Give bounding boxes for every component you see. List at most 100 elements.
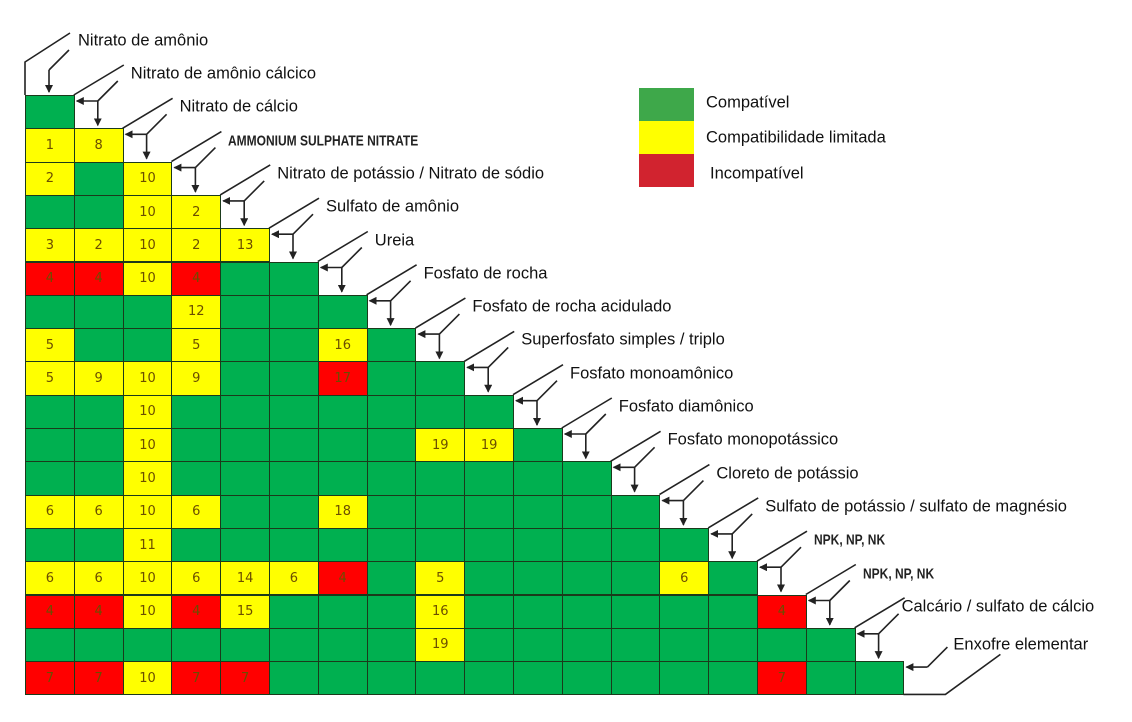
leader-line-17 xyxy=(854,597,906,629)
cell-r11-c7 xyxy=(366,461,417,496)
cell-r9-c5 xyxy=(269,394,319,429)
cell-r1-c1: 8 xyxy=(73,128,124,163)
arrow-tick-2 xyxy=(146,113,168,135)
cell-r6-c5 xyxy=(269,294,319,330)
leader-line-12 xyxy=(610,430,662,462)
cell-r17-c13 xyxy=(659,661,710,696)
cell-r17-c3: 7 xyxy=(171,661,222,696)
cell-r4-c4: 13 xyxy=(220,228,270,263)
cell-r3-c1 xyxy=(73,194,124,230)
cell-r11-c6 xyxy=(317,461,368,496)
cell-r12-c11 xyxy=(561,494,612,529)
cell-r10-c0 xyxy=(25,428,75,463)
cell-r14-c5: 6 xyxy=(269,561,319,596)
cell-r12-c9 xyxy=(464,494,514,529)
cell-r17-c8 xyxy=(415,661,466,696)
cell-r8-c8 xyxy=(415,361,466,396)
cell-r16-c3 xyxy=(171,627,222,663)
arrow-tick-10 xyxy=(536,380,558,402)
cell-r12-c3: 6 xyxy=(171,494,222,529)
cell-r15-c8: 16 xyxy=(415,594,466,629)
cell-r5-c3: 4 xyxy=(171,261,222,296)
cell-r15-c2: 10 xyxy=(122,594,173,629)
arrow-tick-3 xyxy=(194,147,216,169)
arrow-tick-8 xyxy=(438,313,460,335)
legend-swatch-incompatible xyxy=(639,154,694,187)
product-label-4: Nitrato de potássio / Nitrato de sódio xyxy=(277,164,545,183)
cell-r13-c12 xyxy=(610,527,661,563)
cell-r15-c11 xyxy=(561,594,612,629)
arrow-tick-18 xyxy=(926,646,948,668)
cell-r9-c3 xyxy=(171,394,222,429)
cell-r11-c0 xyxy=(25,461,75,496)
cell-r13-c5 xyxy=(269,527,319,563)
cell-r7-c0: 5 xyxy=(25,328,75,363)
cell-r5-c0: 4 xyxy=(25,261,75,296)
cell-r13-c13 xyxy=(659,527,710,563)
legend-swatch-limited xyxy=(639,121,694,154)
cell-r10-c7 xyxy=(366,428,417,463)
arrow-tick-13 xyxy=(682,480,704,502)
cell-r15-c5 xyxy=(269,594,319,629)
cell-r16-c0 xyxy=(25,627,75,663)
cell-r9-c7 xyxy=(366,394,417,429)
cell-r2-c1 xyxy=(73,161,124,196)
cell-r3-c3: 2 xyxy=(171,194,222,230)
product-label-5: Sulfato de amônio xyxy=(326,197,460,216)
cell-r14-c0: 6 xyxy=(25,561,75,596)
cell-r17-c14 xyxy=(708,661,758,696)
cell-r13-c1 xyxy=(73,527,124,563)
cell-r16-c4 xyxy=(220,627,270,663)
cell-r0-c0 xyxy=(25,95,75,130)
leader-line-16 xyxy=(805,563,857,596)
cell-r16-c11 xyxy=(561,627,612,663)
leader-line-3 xyxy=(170,130,222,163)
cell-r8-c1: 9 xyxy=(73,361,124,396)
arrow-tick-14 xyxy=(731,513,753,535)
cell-r7-c6: 16 xyxy=(317,328,368,363)
cell-r11-c11 xyxy=(561,461,612,496)
cell-r4-c1: 2 xyxy=(73,228,124,263)
product-label-17: Calcário / sulfato de cálcio xyxy=(901,597,1095,616)
leader-line-11 xyxy=(561,397,613,429)
leader-line-2 xyxy=(122,97,174,129)
leader-line-7 xyxy=(366,264,418,296)
cell-r13-c4 xyxy=(220,527,270,563)
cell-r6-c0 xyxy=(25,294,75,330)
cell-r14-c13: 6 xyxy=(659,561,710,596)
cell-r8-c4 xyxy=(220,361,270,396)
cell-r15-c13 xyxy=(659,594,710,629)
product-label-9: Superfosfato simples / triplo xyxy=(521,330,725,349)
cell-r11-c1 xyxy=(73,461,124,496)
product-label-16: NPK, NP, NK xyxy=(862,565,934,582)
arrow-tick-1 xyxy=(97,80,119,102)
cell-r13-c7 xyxy=(366,527,417,563)
cell-r12-c7 xyxy=(366,494,417,529)
cell-r16-c6 xyxy=(317,627,368,663)
cell-r17-c11 xyxy=(561,661,612,696)
cell-r9-c6 xyxy=(317,394,368,429)
cell-r11-c3 xyxy=(171,461,222,496)
cell-r13-c9 xyxy=(464,527,514,563)
cell-r10-c10 xyxy=(513,428,563,463)
cell-r17-c0: 7 xyxy=(25,661,75,696)
cell-r17-c4: 7 xyxy=(220,661,270,696)
arrow-tick-6 xyxy=(341,246,363,269)
cell-r8-c6: 17 xyxy=(317,361,368,396)
cell-r4-c3: 2 xyxy=(171,228,222,263)
cell-r10-c1 xyxy=(73,428,124,463)
cell-r8-c7 xyxy=(366,361,417,396)
arrow-tick-4 xyxy=(243,180,265,202)
cell-r14-c7 xyxy=(366,561,417,596)
product-label-6: Ureia xyxy=(374,231,415,249)
cell-r16-c16 xyxy=(805,627,856,663)
cell-r10-c9: 19 xyxy=(464,428,514,463)
legend-swatch-compatible xyxy=(639,88,694,121)
leader-line-6 xyxy=(317,230,369,263)
cell-r17-c6 xyxy=(317,661,368,696)
cell-r5-c1: 4 xyxy=(73,261,124,296)
cell-r7-c2 xyxy=(122,328,173,363)
cell-r17-c15: 7 xyxy=(757,661,807,696)
cell-r15-c6 xyxy=(317,594,368,629)
cell-r9-c4 xyxy=(220,394,270,429)
